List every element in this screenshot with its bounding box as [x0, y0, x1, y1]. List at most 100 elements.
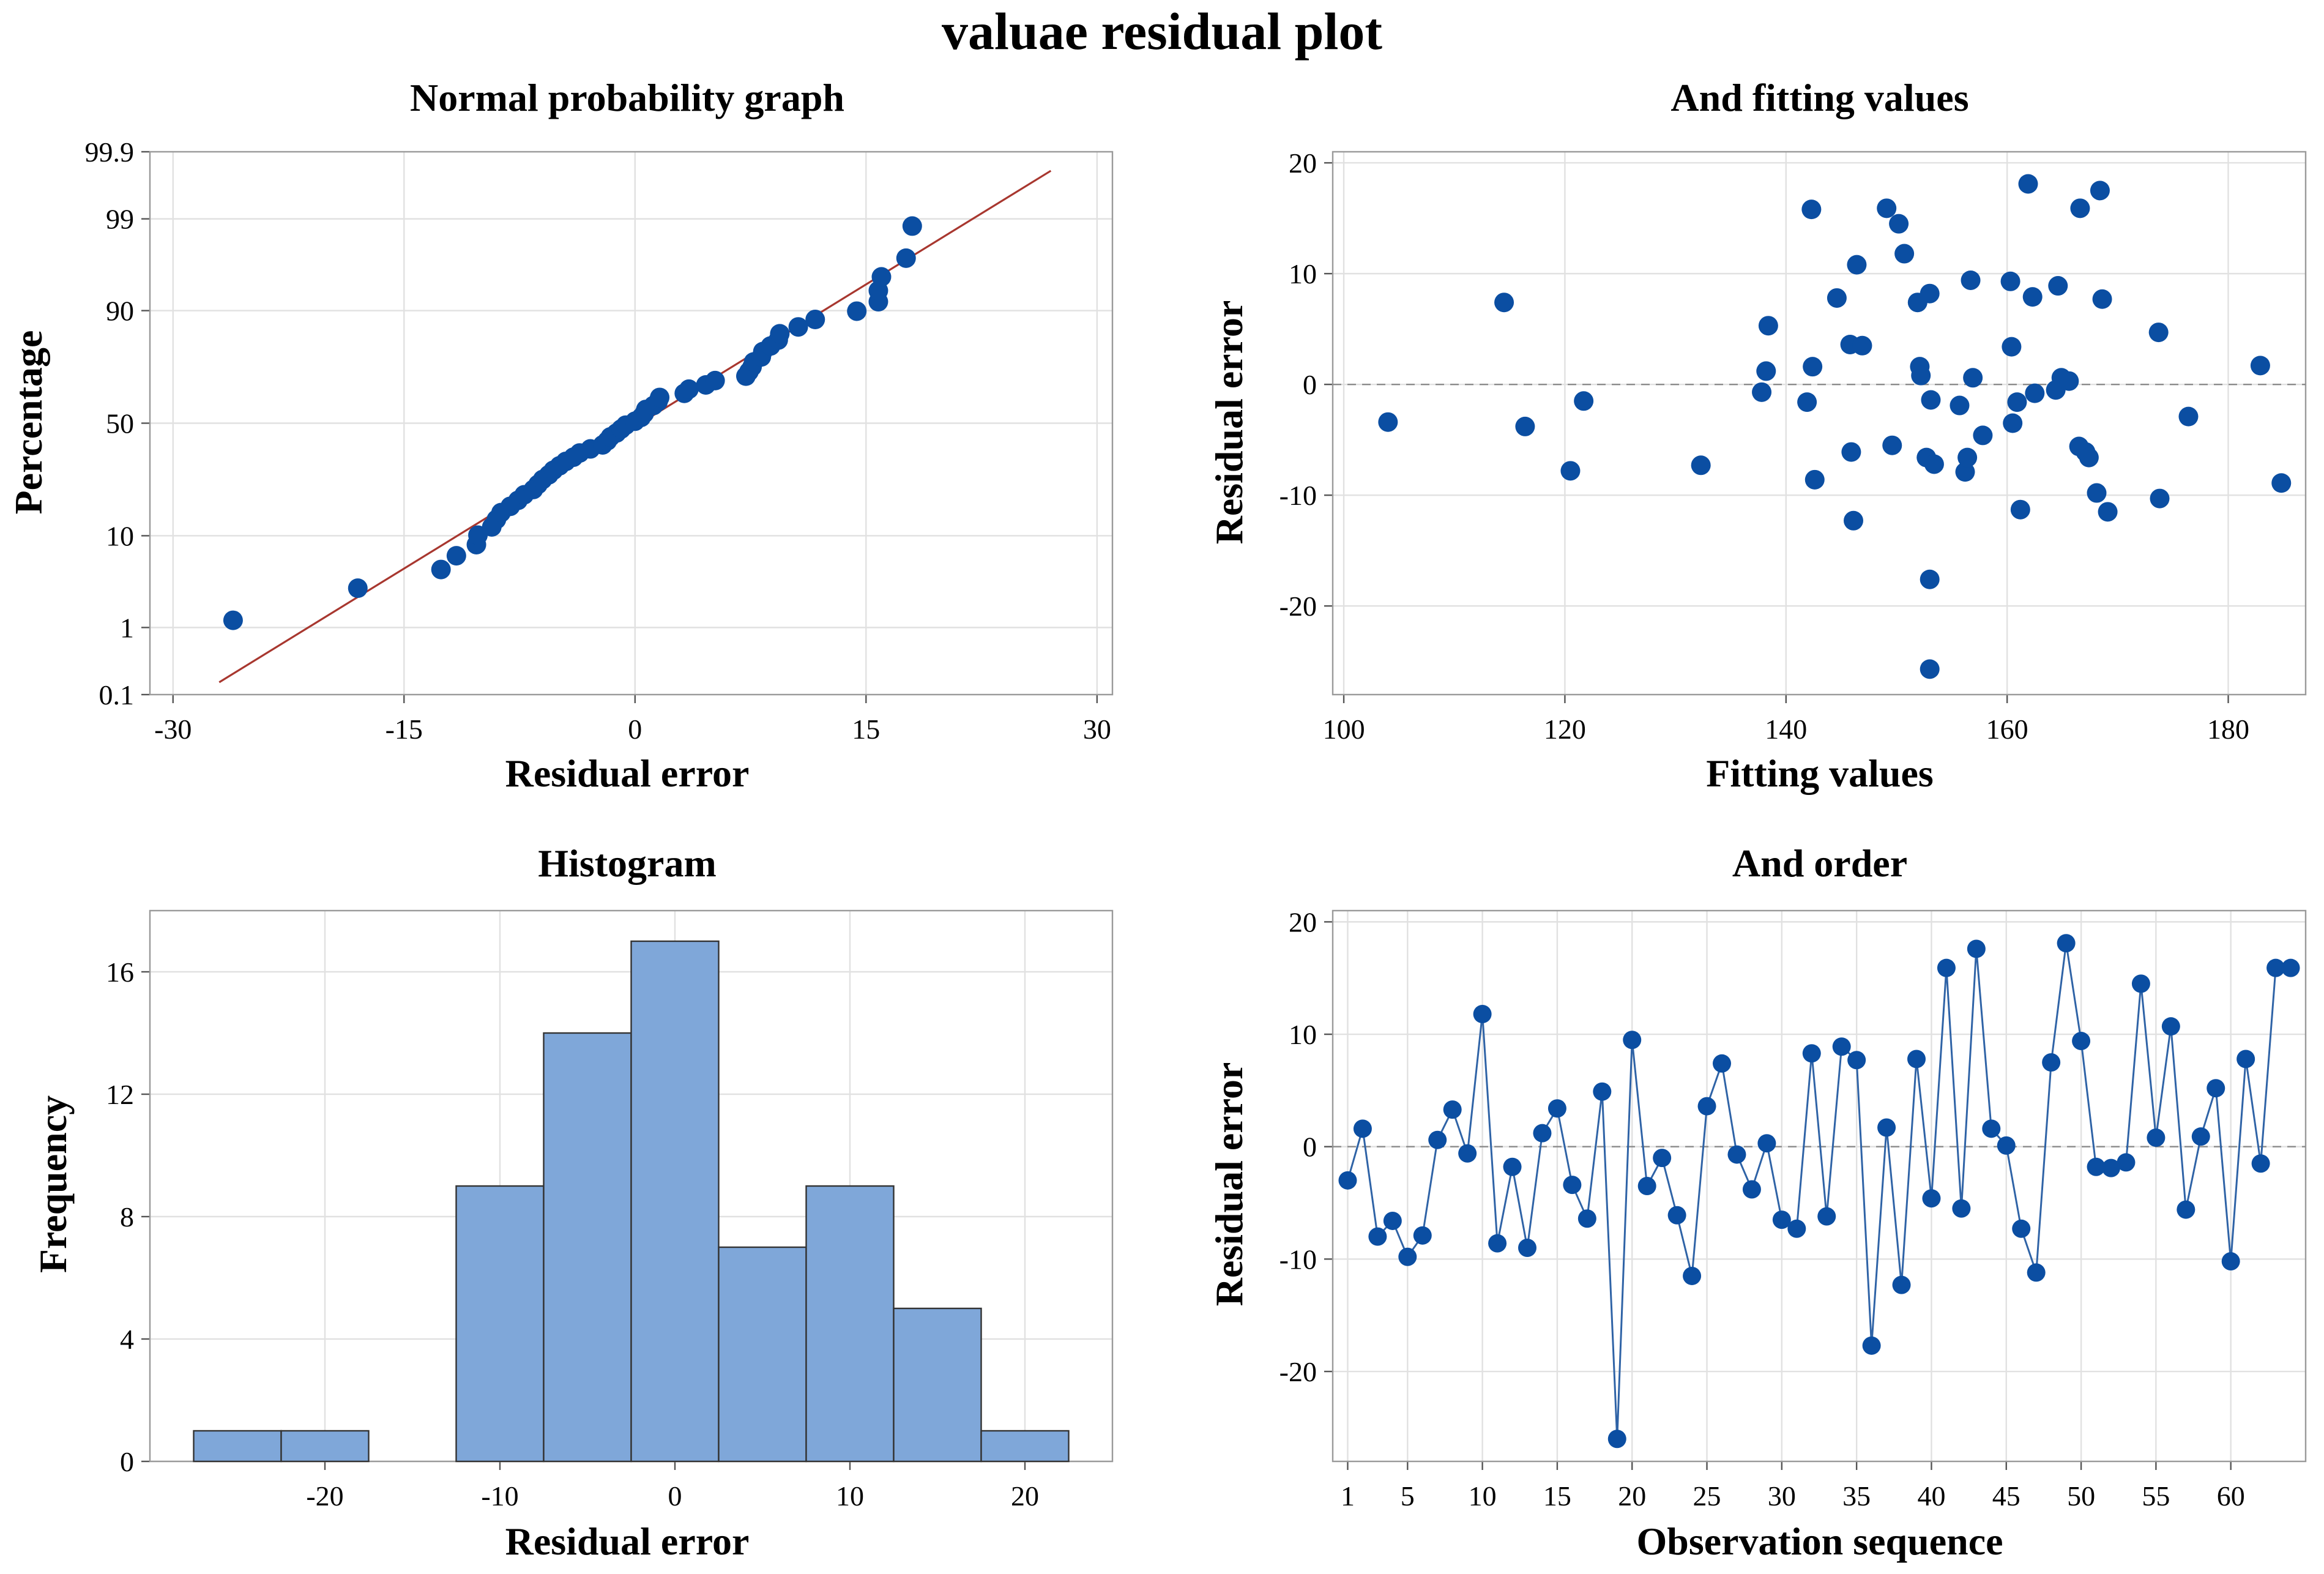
order-point: [2251, 1154, 2270, 1173]
normal-plot-frame: [149, 151, 1114, 696]
order-point: [1952, 1199, 1971, 1218]
fitted-point: [1844, 510, 1864, 531]
fitted-point: [2000, 271, 2020, 291]
order-plot-xlabel: Observation sequence: [1636, 1520, 2003, 1563]
order-point: [1832, 1037, 1851, 1056]
fitted-point: [2090, 181, 2110, 201]
order-plot-ylabel: Residual error: [1207, 1062, 1251, 1307]
fitted-plot-xlabel: Fitting values: [1706, 752, 1934, 795]
fitted-point: [1921, 390, 1941, 410]
order-point: [1847, 1051, 1866, 1070]
fitted-point: [1889, 214, 1909, 234]
fitted-point: [1961, 270, 1981, 290]
order-point: [1653, 1149, 1672, 1168]
order-point: [2266, 958, 2285, 977]
normal-x-tick-label: 15: [852, 714, 880, 745]
fitted-point: [1894, 244, 1915, 264]
normal-x-tick-label: -30: [154, 714, 192, 745]
fitted-point: [1752, 382, 1772, 402]
order-y-tick-label: -10: [1279, 1244, 1317, 1275]
histogram-bar: [893, 1307, 982, 1463]
fitted-point: [1911, 365, 1931, 386]
histogram-x-tick-label: -10: [481, 1480, 518, 1512]
order-point: [2177, 1200, 2196, 1219]
order-x-tick-label: 20: [1618, 1480, 1646, 1512]
order-x-tick-label: 25: [1693, 1480, 1721, 1512]
order-point: [1937, 958, 1956, 977]
fitted-point: [1801, 200, 1822, 220]
order-point: [1907, 1050, 1926, 1069]
normal-plot-title: Normal probability graph: [410, 76, 844, 119]
order-point: [1877, 1118, 1896, 1137]
order-x-tick-label: 35: [1842, 1480, 1871, 1512]
order-point: [2072, 1032, 2091, 1051]
normal-y-tick-label: 0.1: [99, 679, 135, 711]
order-y-tick-label: 20: [1289, 906, 1317, 938]
order-plot-title: And order: [1732, 841, 1907, 885]
order-point: [1443, 1100, 1462, 1119]
order-point: [1338, 1171, 1357, 1190]
order-point: [1757, 1134, 1776, 1153]
fitted-point: [1756, 361, 1776, 381]
order-y-tick-label: 0: [1303, 1132, 1317, 1163]
order-point: [2191, 1127, 2210, 1146]
histogram-x-tick-label: 20: [1011, 1480, 1039, 1512]
order-point: [1533, 1124, 1552, 1143]
normal-point: [431, 559, 451, 580]
order-point: [2221, 1252, 2240, 1271]
histogram-panel: Histogram Residual error Frequency -20 -1…: [31, 841, 1114, 1563]
normal-probability-panel: Normal probability graph Residual error …: [7, 76, 1114, 795]
order-x-tick-label: 40: [1917, 1480, 1945, 1512]
fitted-point: [1515, 416, 1535, 436]
histogram-y-tick-label: 12: [106, 1079, 134, 1110]
order-point: [1742, 1180, 1761, 1199]
normal-y-tick-label: 1: [120, 612, 134, 643]
fitted-point: [1877, 198, 1897, 218]
normal-point: [223, 610, 243, 630]
fitted-y-tick-label: -10: [1279, 480, 1317, 511]
normal-point: [650, 387, 670, 408]
order-point: [1922, 1189, 1941, 1208]
fitted-point: [2059, 371, 2079, 391]
normal-x-tick-label: 30: [1083, 714, 1111, 745]
fitted-point: [1950, 395, 1970, 416]
order-point: [1593, 1082, 1612, 1101]
order-x-tick-label: 10: [1469, 1480, 1497, 1512]
order-y-tick-label: -20: [1279, 1356, 1317, 1387]
fitted-point: [1920, 659, 1940, 679]
histogram-y-tick-label: 8: [120, 1201, 134, 1233]
normal-plot-xlabel: Residual error: [505, 752, 750, 795]
order-point: [1503, 1157, 1522, 1176]
order-point: [1637, 1177, 1656, 1195]
normal-y-tick-label: 99: [106, 204, 134, 235]
fitted-point: [1494, 293, 1514, 313]
order-panel: And order Observation sequence Residual …: [1207, 841, 2307, 1563]
fitted-values-panel: And fitting values Fitting values Residu…: [1207, 76, 2307, 795]
order-point: [1683, 1266, 1702, 1285]
normal-point: [902, 216, 922, 236]
normal-point: [705, 370, 725, 390]
order-point: [1577, 1209, 1596, 1228]
fitted-plot-title: And fitting values: [1670, 76, 1968, 119]
order-plot-frame: [1331, 909, 2307, 1463]
normal-point: [896, 248, 916, 268]
order-x-tick-label: 5: [1401, 1480, 1415, 1512]
order-point: [1862, 1336, 1881, 1355]
histogram-y-tick-label: 4: [120, 1324, 134, 1355]
order-point: [1727, 1145, 1746, 1164]
fitted-point: [1560, 461, 1581, 481]
fitted-point: [1797, 392, 1817, 412]
histogram-bar: [543, 1032, 632, 1463]
normal-y-tick-label: 90: [106, 296, 134, 327]
order-point: [1667, 1206, 1686, 1225]
fitted-point: [1574, 391, 1594, 411]
fitted-point: [1758, 316, 1778, 336]
fitted-y-tick-label: 10: [1289, 258, 1317, 289]
order-point: [2087, 1157, 2106, 1176]
order-x-tick-label: 45: [1992, 1480, 2020, 1512]
fitted-x-tick-label: 120: [1544, 714, 1586, 745]
fitted-point: [1852, 335, 1872, 356]
order-x-tick-label: 50: [2067, 1480, 2095, 1512]
histogram-y-tick-label: 16: [106, 957, 134, 988]
